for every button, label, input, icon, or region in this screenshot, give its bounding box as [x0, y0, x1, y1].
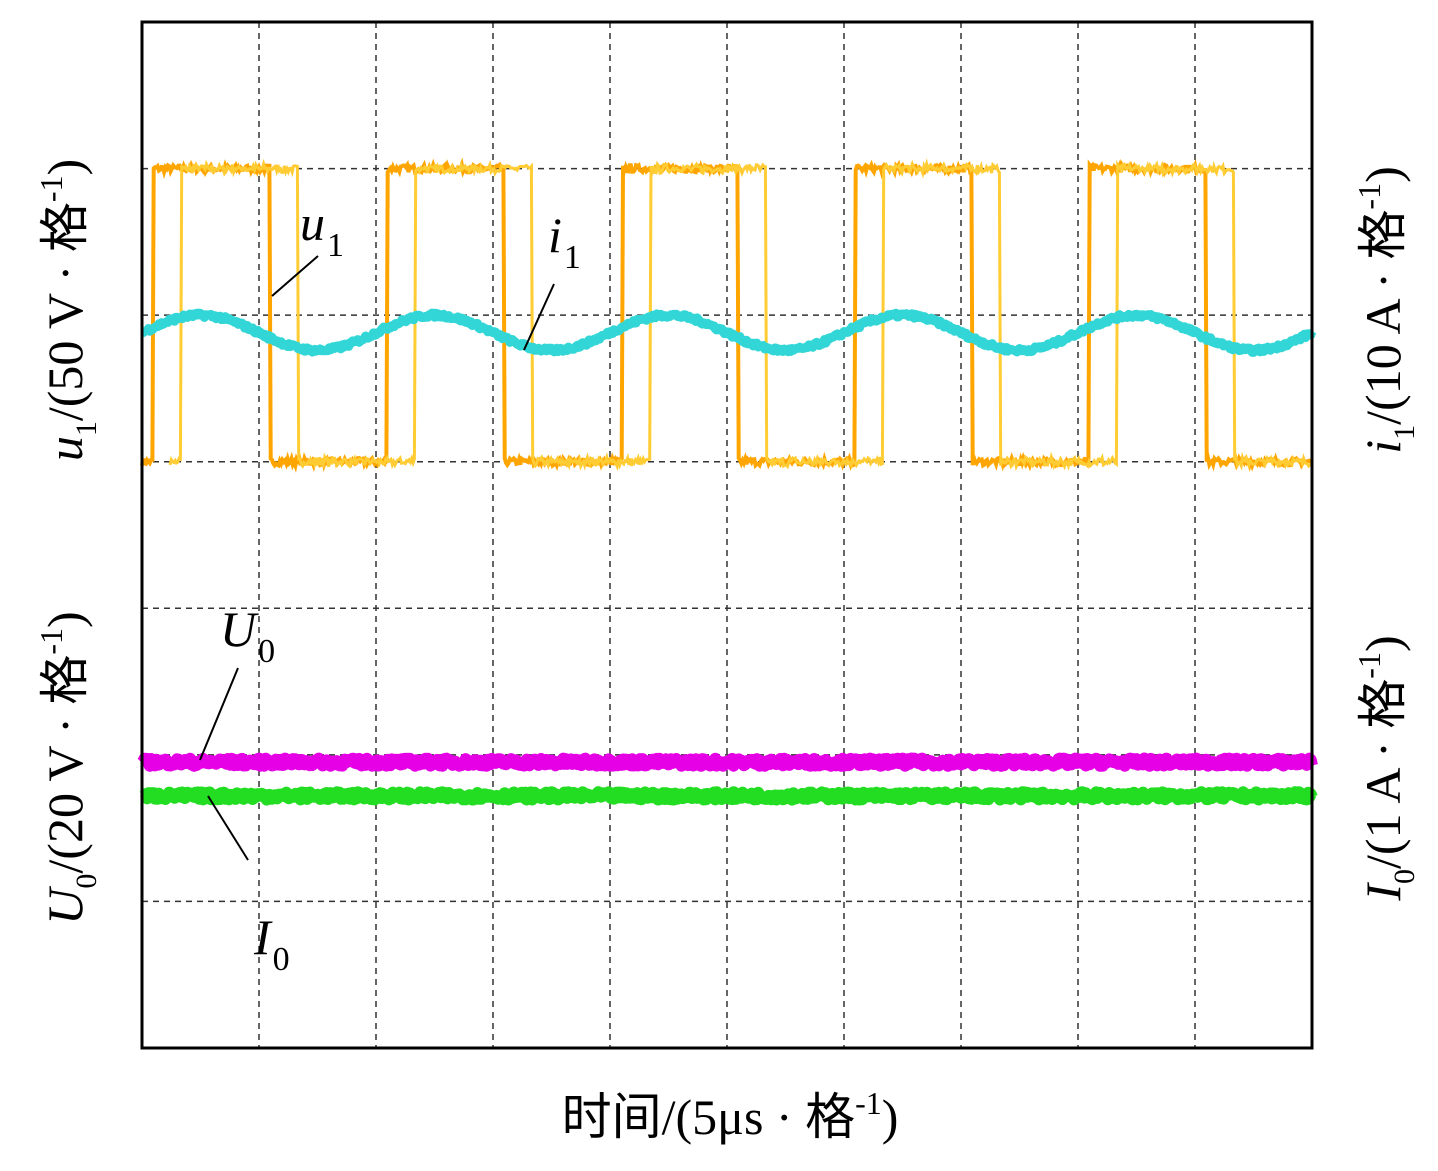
label-i1-sym: i	[548, 207, 562, 263]
label-I0-sub: 0	[273, 941, 290, 978]
y-axis-label-i1: i1/(10 A · 格-1)	[1351, 166, 1421, 454]
label-I0: I0	[207, 795, 290, 978]
label-u1: u1	[271, 195, 344, 297]
series-u1-shadow-line	[168, 158, 1312, 472]
svg-text:I0: I0	[253, 909, 290, 978]
leader-U0	[199, 667, 239, 761]
x-axis-label: 时间/(5μs · 格-1)	[562, 1085, 899, 1145]
leader-u1	[271, 255, 319, 297]
plot-frame	[140, 20, 1314, 1050]
label-I0-sym: I	[253, 909, 273, 965]
leader-i1	[523, 283, 555, 351]
label-U0-sub: 0	[258, 633, 275, 670]
leader-I0	[207, 795, 249, 861]
y-axis-label-I0: I0/(1 A · 格-1)	[1351, 635, 1421, 901]
y-axis-label-U0: U0/(20 V · 格-1)	[33, 611, 103, 924]
label-i1: i1	[523, 207, 581, 351]
y-axis-label-u1: u1/(50 V · 格-1)	[33, 159, 103, 461]
label-u1-sub: 1	[327, 227, 344, 264]
label-u1-sym: u	[300, 195, 325, 251]
grid-lines	[142, 22, 1312, 1048]
series-I0-line	[137, 786, 1318, 806]
label-U0-sym: U	[220, 601, 259, 657]
svg-text:u1: u1	[300, 195, 344, 264]
series-i1-line	[138, 308, 1317, 357]
svg-text:U0: U0	[220, 601, 275, 670]
label-U0: U0	[199, 601, 275, 761]
label-i1-sub: 1	[564, 239, 581, 276]
svg-text:i1: i1	[548, 207, 581, 276]
series-U0-line	[137, 752, 1318, 772]
traces	[137, 157, 1318, 806]
